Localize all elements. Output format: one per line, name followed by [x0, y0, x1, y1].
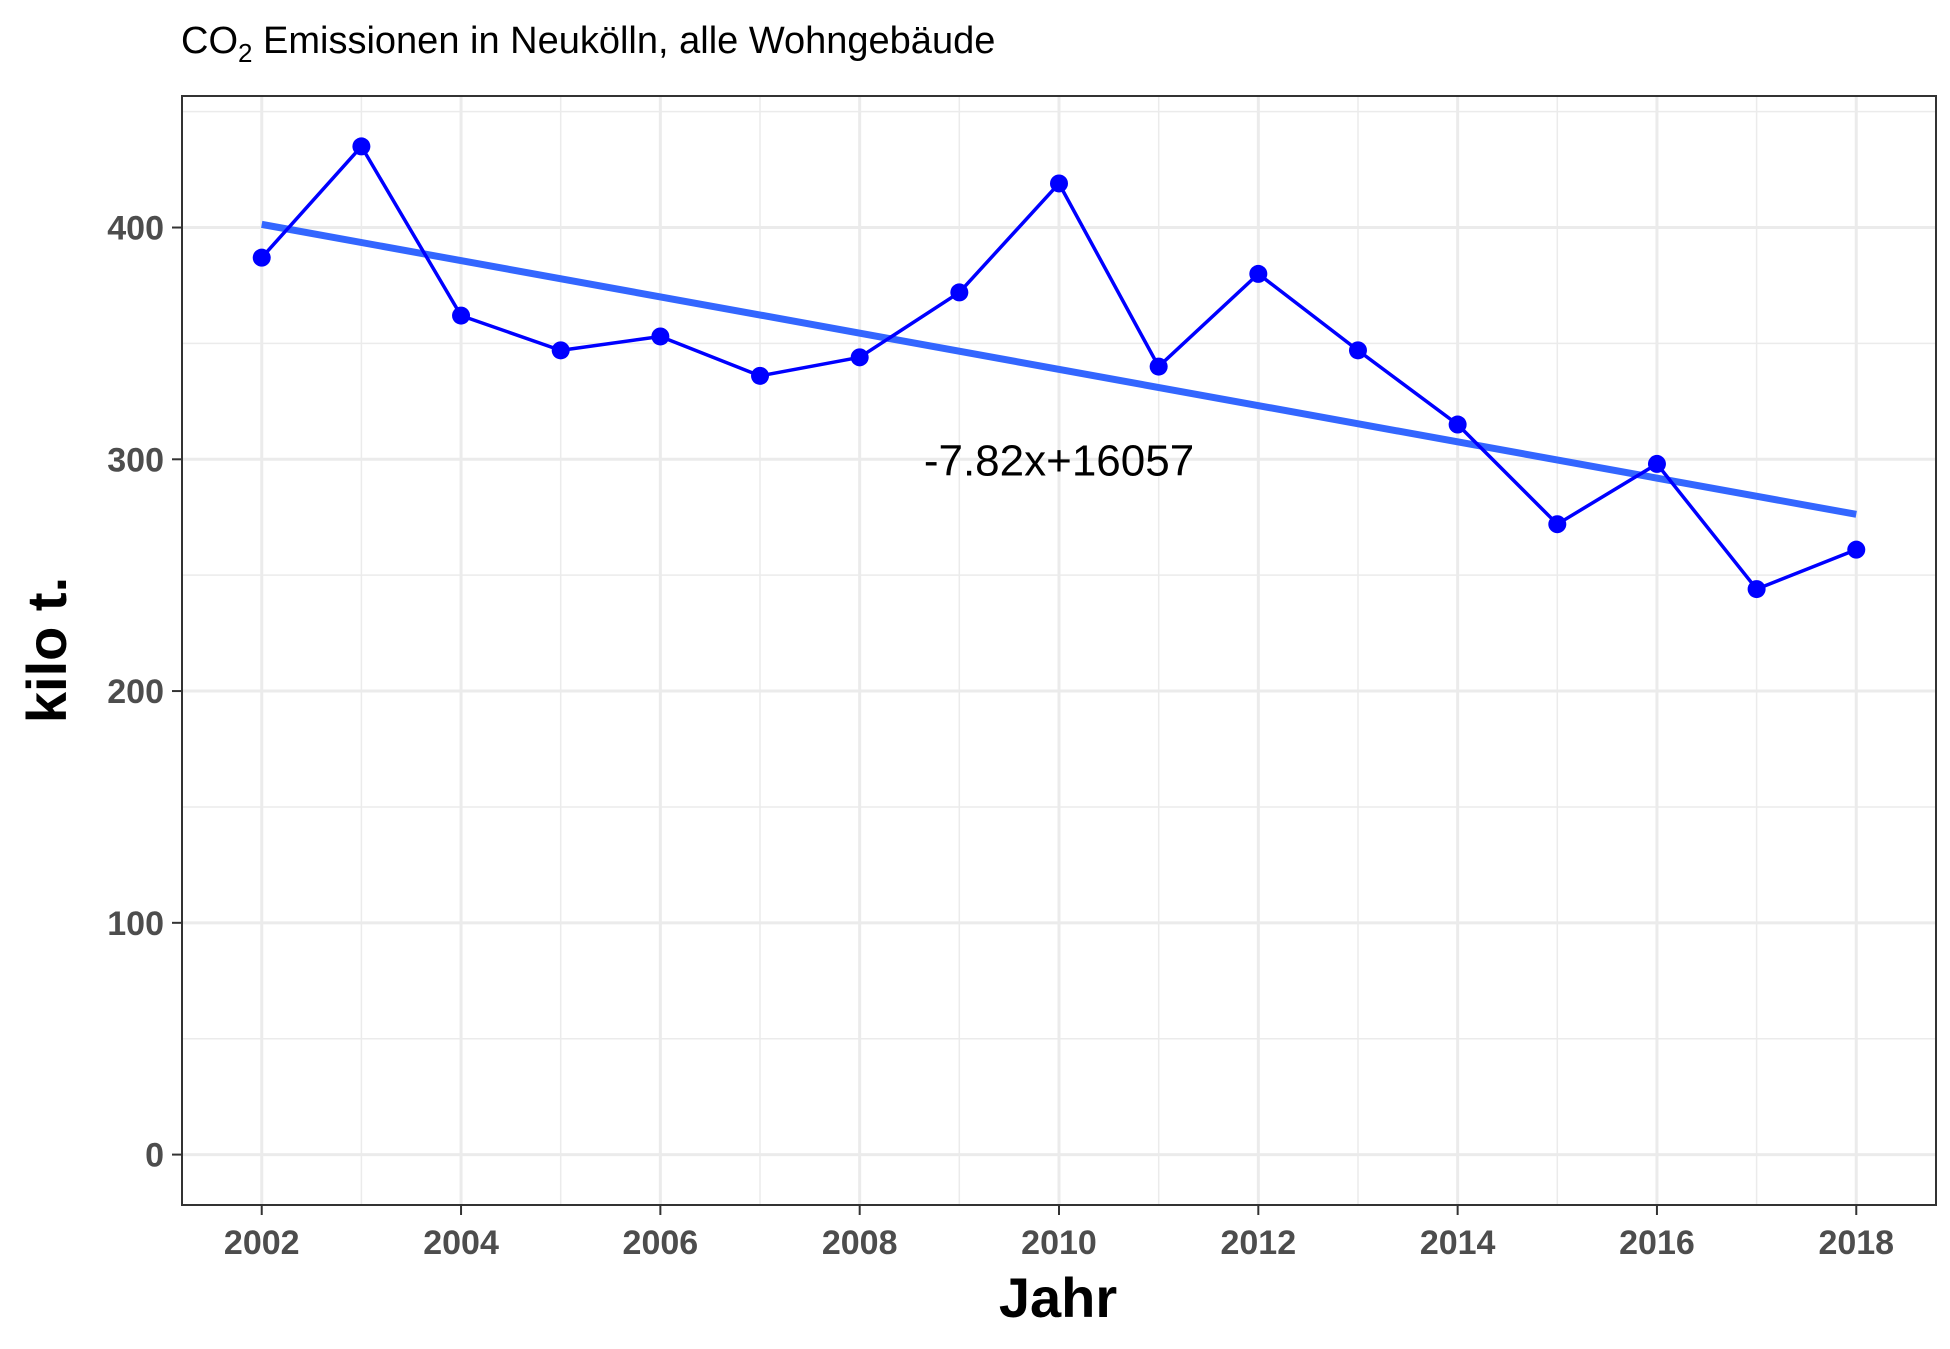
- x-axis: 2002 2004 2006 2008 2010 2012 2014 2016 2018: [224, 1205, 1894, 1262]
- data-point: [1050, 174, 1068, 193]
- data-point: [352, 137, 371, 156]
- data-point: [1747, 580, 1766, 599]
- x-tick-label: 2014: [1420, 1224, 1496, 1262]
- y-tick-label: 100: [107, 905, 164, 943]
- y-tick-label: 0: [145, 1137, 164, 1175]
- y-axis: 0 100 200 300 400: [107, 210, 182, 1175]
- x-tick-label: 2012: [1220, 1224, 1296, 1262]
- data-point: [1348, 341, 1367, 360]
- data-point: [1548, 515, 1567, 534]
- data-point: [751, 366, 770, 385]
- y-axis-title: kilo t.: [15, 577, 78, 723]
- data-point: [1149, 357, 1168, 376]
- trend-layer: [261, 220, 1857, 518]
- y-tick-label: 400: [107, 210, 164, 248]
- data-point: [1847, 540, 1866, 559]
- data-point: [950, 283, 969, 302]
- data-point: [252, 248, 271, 267]
- x-tick-label: 2006: [623, 1224, 699, 1262]
- data-point: [551, 341, 570, 360]
- data-point: [1448, 415, 1467, 434]
- major-gridlines: [182, 96, 1936, 1205]
- chart-title-subscript: 2: [238, 38, 252, 68]
- x-tick-label: 2004: [423, 1224, 499, 1262]
- x-tick-label: 2002: [224, 1224, 300, 1262]
- y-tick-label: 300: [107, 441, 164, 479]
- data-point: [850, 348, 869, 367]
- series-layer: [252, 137, 1866, 599]
- data-point: [452, 306, 471, 325]
- x-axis-title: Jahr: [999, 1266, 1117, 1329]
- data-point: [651, 327, 670, 346]
- trendline-label: -7.82x+16057: [924, 436, 1194, 485]
- chart-title: CO2 Emissionen in Neukölln, alle Wohngeb…: [181, 20, 995, 68]
- data-point: [1647, 454, 1666, 473]
- data-point: [1249, 264, 1268, 283]
- x-tick-label: 2008: [822, 1224, 898, 1262]
- x-tick-label: 2018: [1818, 1224, 1894, 1262]
- trendline: [261, 220, 1857, 518]
- x-tick-label: 2010: [1021, 1224, 1097, 1262]
- y-tick-label: 200: [107, 673, 164, 711]
- x-tick-label: 2016: [1619, 1224, 1695, 1262]
